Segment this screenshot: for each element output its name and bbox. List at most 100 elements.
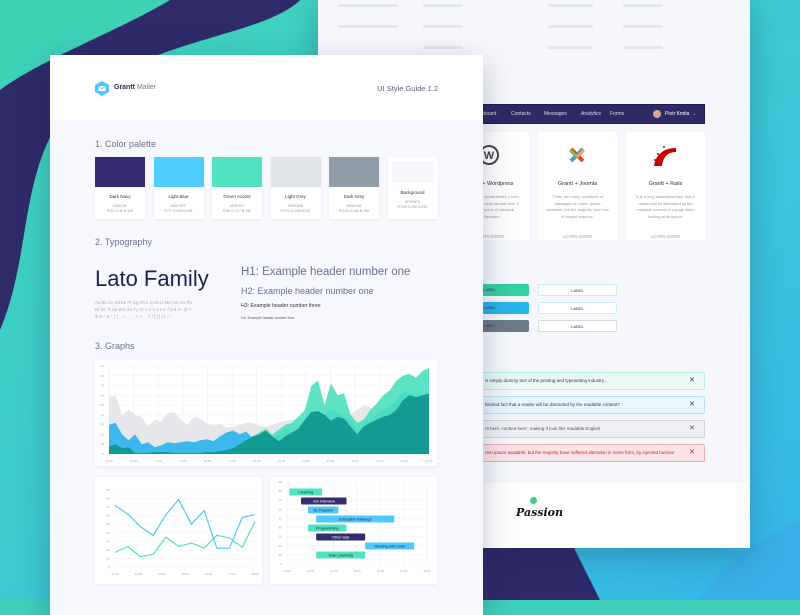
swatch-card: Background #F9FAFD R:249 G:250 B:253 — [387, 157, 438, 219]
passion-logo: Passion — [516, 506, 564, 519]
gantt-bar-label: Team planning — [328, 553, 353, 557]
swatch-values: #909CA8 R:144 G:156 B:168 — [339, 204, 369, 213]
grey-outline-button[interactable]: LABEL — [538, 320, 617, 332]
gantt-bar — [308, 524, 347, 532]
x-tick-label: 23:00 — [376, 459, 384, 463]
y-tick-label: 30 — [101, 423, 105, 427]
gantt-bar-label: Other task — [332, 535, 350, 539]
joomla-icon — [568, 147, 586, 163]
y-tick-label: 60 — [279, 507, 283, 511]
swatch-name: Light Blue — [168, 194, 189, 199]
learn-more-link[interactable]: LEARN MORE — [650, 234, 681, 239]
top-navbar: Dashboard Contacts Messages Analytics Fo… — [472, 104, 705, 124]
svg-text:W: W — [484, 150, 495, 162]
y-tick-label: 60 — [101, 393, 105, 397]
x-tick-label: 12:00 — [105, 459, 113, 463]
x-tick-label: 12:00 — [111, 572, 119, 576]
color-swatch — [391, 161, 434, 183]
nav-analytics[interactable]: Analytics — [581, 111, 602, 117]
learn-more-link[interactable]: LEARN MORE — [562, 234, 593, 239]
y-tick-label: 90 — [107, 488, 111, 492]
y-tick-label: 60 — [107, 514, 111, 518]
x-tick-label: 18:00 — [423, 569, 431, 573]
style-guide-sheet: Grantt Mailer UI Style Guide 1.2 1. Colo… — [50, 55, 483, 615]
nav-contacts[interactable]: Contacts — [511, 111, 531, 117]
line-series-0 — [114, 498, 256, 549]
y-tick-label: 70 — [107, 505, 111, 509]
x-tick-label: 01:00 — [425, 459, 433, 463]
close-icon[interactable]: ✕ — [689, 425, 695, 432]
rails-icon — [654, 146, 676, 166]
y-tick-label: 40 — [101, 413, 105, 417]
y-tick-label: 40 — [107, 531, 111, 535]
x-tick-label: 14:00 — [154, 459, 162, 463]
x-tick-label: 17:00 — [400, 569, 408, 573]
close-icon[interactable]: ✕ — [689, 377, 695, 384]
swatch-card: Light Grey #E0E4E8 R:224 G:228 B:232 — [270, 157, 321, 219]
color-swatch — [212, 157, 262, 187]
y-tick-label: 20 — [279, 544, 283, 548]
swatch-name: Dark Grey — [343, 194, 365, 199]
x-tick-label: 19:00 — [278, 459, 286, 463]
y-tick-label: 90 — [279, 480, 283, 484]
avatar[interactable] — [653, 110, 661, 118]
gantt-bar-label: Meeting with John — [374, 544, 405, 548]
green-outline-button[interactable]: LABEL — [538, 284, 617, 296]
color-swatch — [95, 157, 145, 187]
gantt-bar-label: Education trainings — [339, 517, 371, 521]
y-tick-label: 10 — [101, 442, 105, 446]
area-chart-panel: 0 10 20 30 40 50 60 70 80 90 12:00 13:00 14:00 15:00 1… — [95, 360, 437, 466]
gantt-bar — [289, 488, 322, 496]
x-tick-label: 22:00 — [351, 459, 359, 463]
swatch-values: #F9FAFD R:249 G:250 B:253 — [397, 200, 428, 209]
learn-more-link[interactable]: LEARN MORE — [474, 234, 505, 239]
x-tick-label: 16:00 — [205, 572, 213, 576]
gantt-bar — [308, 506, 339, 514]
x-tick-label: 15:00 — [179, 459, 187, 463]
section-title: 3. Graphs — [95, 341, 135, 351]
alert-success: is simply dummy text of the printing and… — [448, 372, 705, 390]
integration-card-joomla: Grantt + Joomla There are many variation… — [538, 132, 617, 240]
wordpress-icon: W — [479, 145, 499, 165]
swatch-name: Light Grey — [285, 194, 306, 199]
color-swatch — [153, 157, 204, 187]
area-chart: 0 10 20 30 40 50 60 70 80 90 12:00 13:00 14:00 15:00 1… — [101, 364, 433, 463]
swatch-name: Dark Navy — [109, 194, 131, 199]
swatch-values: #E0E4E8 R:224 G:228 B:232 — [280, 204, 311, 213]
x-tick-label: 20:00 — [302, 459, 310, 463]
y-tick-label: 30 — [107, 539, 111, 543]
x-tick-label: 00:00 — [401, 459, 409, 463]
gantt-bar — [316, 551, 366, 559]
swatch-card: Light Blue #4DCEFF R:77 G:206 B:255 — [153, 157, 204, 219]
line-chart: 0 10 20 30 40 50 60 70 80 90 12:00 13:00 14:00 15:00 1… — [107, 488, 259, 576]
h3-sample: H3: Example header number three — [241, 303, 321, 309]
alert-info: blished fact that a reader will be distr… — [448, 396, 705, 414]
blue-outline-button[interactable]: LABEL — [538, 302, 617, 314]
x-tick-label: 14:00 — [158, 572, 166, 576]
section-title: 2. Typography — [95, 237, 152, 247]
y-tick-label: 70 — [279, 498, 283, 502]
chevron-down-icon[interactable]: ⌄ — [692, 111, 697, 117]
user-name[interactable]: Piotr Kmita — [665, 111, 690, 117]
swatch-name: Background — [400, 190, 425, 195]
h4-sample: H4: Example header number four — [241, 316, 295, 320]
nav-dashboard[interactable]: Dashboard — [472, 111, 497, 117]
close-icon[interactable]: ✕ — [689, 401, 695, 408]
nav-forms[interactable]: Forms — [610, 111, 625, 117]
close-icon[interactable]: ✕ — [689, 449, 695, 456]
color-swatch — [329, 157, 379, 187]
gantt-bar-label: Programming — [316, 526, 339, 530]
swatch-card: Dark Navy #352C6F R:53 G:45 B:105 — [95, 157, 145, 219]
y-tick-label: 10 — [107, 556, 111, 560]
y-tick-label: 10 — [279, 553, 283, 557]
x-tick-label: 17:00 — [228, 572, 236, 576]
y-tick-label: 30 — [279, 535, 283, 539]
y-tick-label: 40 — [279, 526, 283, 530]
x-tick-label: 13:00 — [307, 569, 315, 573]
alert-danger: rem Ipsum available, but the majority ha… — [448, 444, 705, 462]
y-tick-label: 0 — [280, 562, 282, 566]
nav-messages[interactable]: Messages — [544, 111, 567, 117]
y-tick-label: 80 — [107, 497, 111, 501]
y-tick-label: 80 — [101, 374, 105, 378]
header: Grantt Mailer UI Style Guide 1.2 — [50, 55, 483, 120]
